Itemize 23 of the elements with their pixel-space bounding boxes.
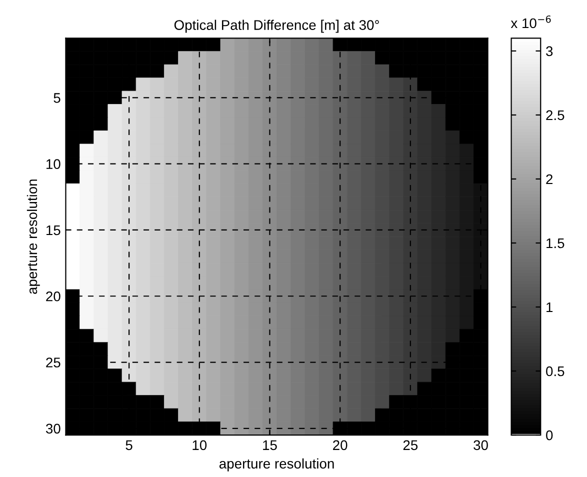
x-tick-label: 10 (192, 440, 207, 450)
x-tick-label: 5 (126, 440, 132, 450)
x-tick-label: 25 (403, 440, 418, 450)
color-bar-label: 2.5 (546, 110, 564, 120)
x-axis-title: aperture resolution (219, 458, 334, 472)
y-tick-label: 25 (46, 358, 60, 368)
color-bar-label: 2 (546, 174, 553, 184)
color-bar-label: 1 (546, 302, 553, 312)
y-tick-label: 5 (54, 93, 60, 103)
chart-title: Optical Path Difference [m] at 30° (174, 20, 379, 33)
color-bar-label: 3 (546, 46, 553, 56)
y-tick-label: 30 (46, 424, 60, 434)
y-tick-label: 20 (46, 291, 60, 302)
color-bar-label: 0.5 (546, 366, 564, 376)
y-tick-label: 10 (46, 159, 60, 170)
color-bar-label: 1.5 (546, 238, 564, 248)
x-tick-label: 30 (474, 440, 488, 450)
y-axis-title: aperture resolution (26, 180, 40, 294)
y-tick-label: 15 (46, 225, 60, 236)
text: x 10$^{−6}$ (510, 15, 551, 28)
x-tick-label: 20 (333, 440, 348, 450)
color-bar-label: 0 (546, 430, 553, 440)
x-tick-label: 15 (263, 440, 277, 450)
